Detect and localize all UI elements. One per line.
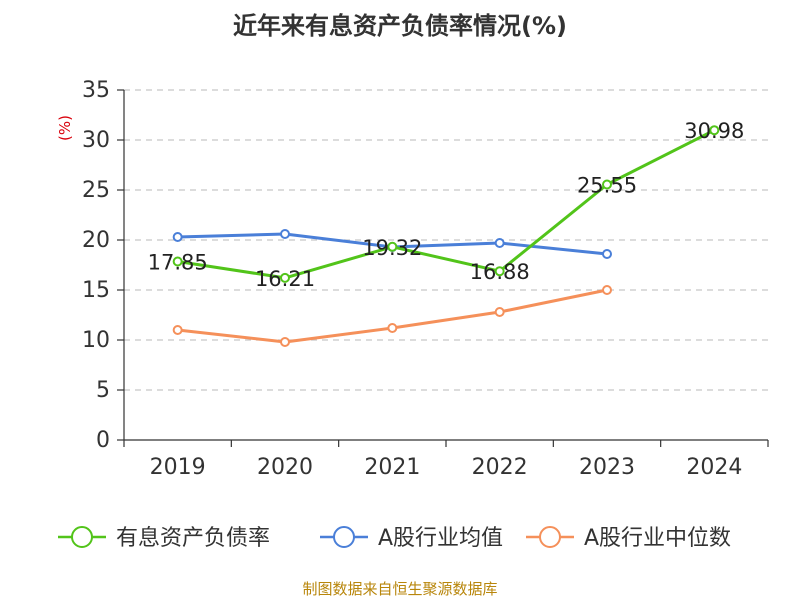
data-label-2020: 16.21 [255,267,315,291]
legend-marker-1 [333,526,355,548]
series-line-0 [176,128,716,280]
legend-item-0: 有息资产负债率 [58,526,270,551]
data-label-2019: 17.85 [148,251,208,275]
series-2-point-2019 [172,325,183,335]
x-tick-label-2019: 2019 [150,455,206,480]
axes: 0 5 10 15 20 25 30 35 2019 2020 2021 2022 2023 2024 [82,78,769,480]
series-0-point-2020 [280,272,290,283]
y-tick-label-5: 5 [96,378,110,403]
series-0-point-2019 [172,256,183,267]
legend: 有息资产负债率 A股行业均值 A股行业中位数 [58,526,731,551]
series-1-point-2023 [602,249,612,259]
series-2-point-2022 [494,307,505,317]
x-tick-label-2024: 2024 [686,455,742,480]
legend-item-2: A股行业中位数 [526,526,731,551]
source-note: 制图数据来自恒生聚源数据库 [302,580,497,598]
data-label-2023: 25.55 [577,174,637,198]
y-tick-label-25: 25 [82,178,110,203]
legend-marker-0 [71,526,93,548]
legend-marker-2 [539,526,561,548]
y-tick-label-10: 10 [82,328,110,353]
series-2-point-2023 [602,285,612,295]
series-2-point-2020 [280,337,290,347]
series-layer [172,125,720,347]
series-0-point-2023 [602,179,612,190]
data-labels: 17.85 16.21 19.32 16.88 25.55 30.98 [148,119,745,291]
data-label-2021: 19.32 [362,236,422,260]
y-tick-label-20: 20 [82,228,110,253]
data-label-2024: 30.98 [684,119,744,143]
x-tick-label-2023: 2023 [579,455,635,480]
x-tick-label-2022: 2022 [472,455,528,480]
series-0-point-2024 [709,125,720,136]
series-line-2 [176,288,609,344]
series-0-point-2021 [387,241,398,252]
legend-label-2: A股行业中位数 [584,526,731,551]
legend-label-0: 有息资产负债率 [116,526,270,551]
y-tick-label-0: 0 [96,428,110,453]
y-tick-label-30: 30 [82,128,110,153]
chart-title: 近年来有息资产负债率情况(%) [233,12,567,40]
series-1-point-2022 [494,238,505,248]
series-1-point-2019 [172,232,183,242]
x-tick-label-2020: 2020 [257,455,313,480]
legend-item-1: A股行业均值 [320,526,503,551]
y-axis-unit: (%) [56,115,74,141]
grid-lines [124,89,768,391]
series-0-point-2022 [494,266,505,277]
legend-label-1: A股行业均值 [378,526,503,551]
data-label-2022: 16.88 [470,260,530,284]
x-tick-label-2021: 2021 [364,455,420,480]
series-2-point-2021 [387,323,398,333]
y-tick-label-35: 35 [82,78,110,103]
series-1-point-2020 [280,229,290,239]
y-tick-label-15: 15 [82,278,110,303]
